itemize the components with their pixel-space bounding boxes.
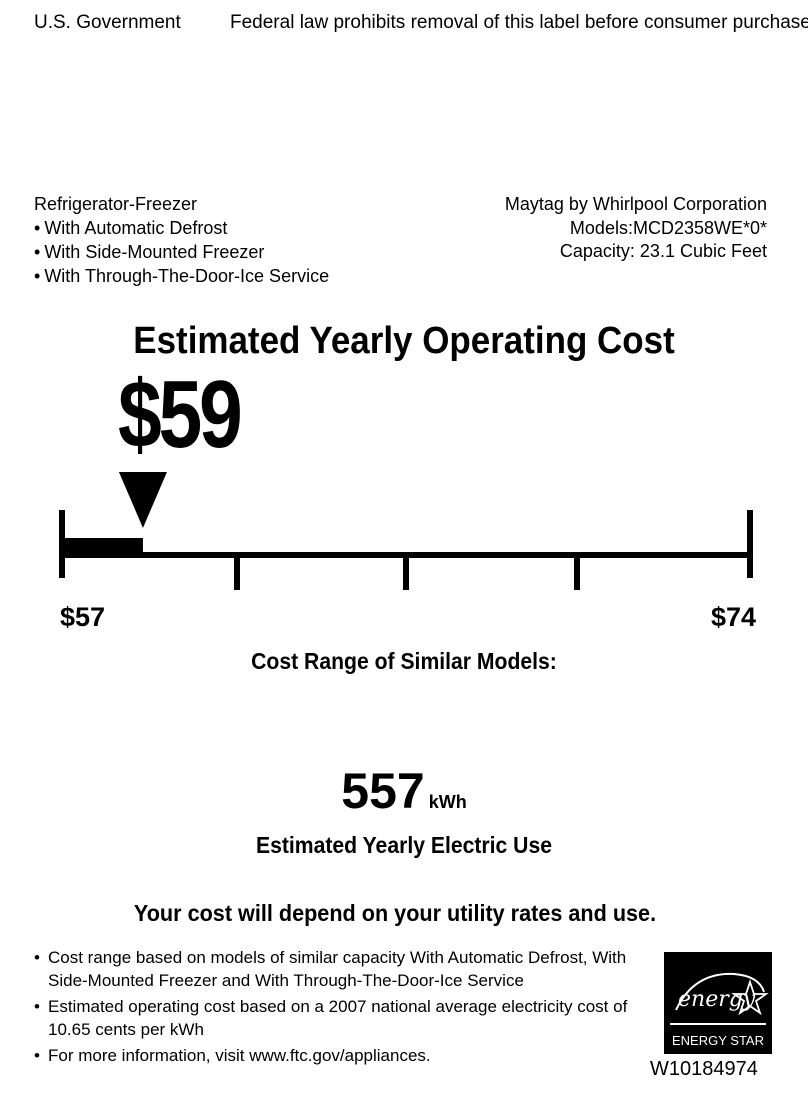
energy-use-caption: Estimated Yearly Electric Use xyxy=(255,832,553,858)
energy-star-logo: energy xyxy=(664,952,772,1054)
note-item: For more information, visit www.ftc.gov/… xyxy=(34,1044,644,1067)
feature-list: With Automatic Defrost With Side-Mounted… xyxy=(34,216,329,288)
range-caption: Cost Range of Similar Models: xyxy=(251,648,557,674)
manufacturer-name: Maytag by Whirlpool Corporation xyxy=(504,194,767,214)
energy-star-script: energy xyxy=(678,987,756,1012)
cost-title: Estimated Yearly Operating Cost xyxy=(133,320,675,362)
header-removal-notice: Federal law prohibits removal of this la… xyxy=(230,12,808,33)
range-min-label: $57 xyxy=(60,602,106,632)
energy-star-label: ENERGY STAR xyxy=(672,1033,764,1048)
note-item: Cost range based on models of similar ca… xyxy=(34,946,644,992)
energy-use-value: 557 xyxy=(341,763,425,819)
energy-star-icon: energy xyxy=(670,972,769,1025)
label-code: W10184974 xyxy=(650,1058,758,1080)
energy-use-block: 557 kWh xyxy=(0,762,808,820)
feature-item: With Side-Mounted Freezer xyxy=(34,240,329,264)
cost-range-scale xyxy=(59,472,753,590)
cost-fill-bar xyxy=(62,538,143,555)
cost-value: $59 xyxy=(118,361,243,468)
capacity: Capacity: 23.1 Cubic Feet xyxy=(559,241,767,261)
feature-item: With Through-The-Door-Ice Service xyxy=(34,264,329,288)
energy-use-unit: kWh xyxy=(428,792,467,812)
depend-note: Your cost will depend on your utility ra… xyxy=(133,900,657,926)
model-numbers: Models:MCD2358WE*0* xyxy=(569,218,767,238)
cost-pointer-arrow xyxy=(118,472,167,528)
feature-item: With Automatic Defrost xyxy=(34,216,329,240)
product-type: Refrigerator-Freezer xyxy=(34,194,198,214)
note-item: Estimated operating cost based on a 2007… xyxy=(34,995,644,1041)
range-max-label: $74 xyxy=(710,602,756,632)
header-government: U.S. Government xyxy=(34,12,181,33)
notes-list: Cost range based on models of similar ca… xyxy=(34,946,644,1070)
